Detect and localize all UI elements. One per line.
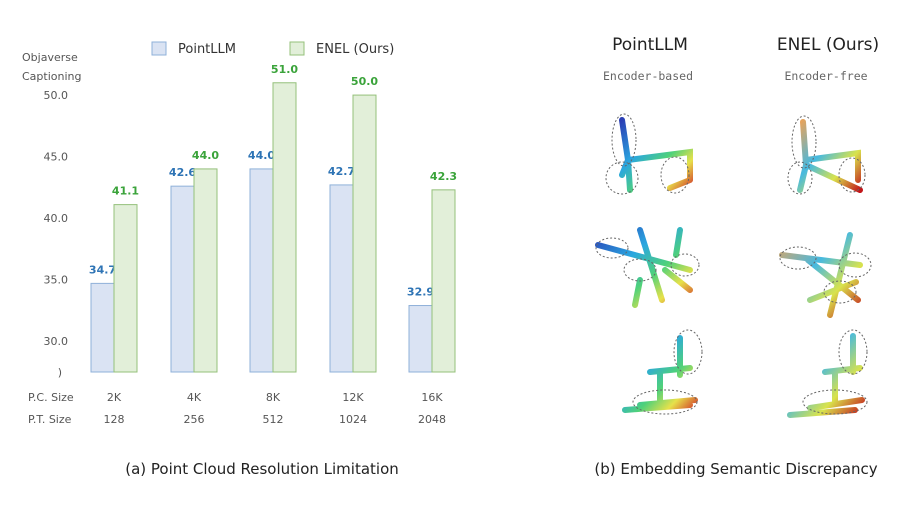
x-tick-label-pt-size: 2048	[418, 413, 446, 426]
row-label-pt-size: P.T. Size	[28, 413, 72, 426]
data-label-pointllm: 34.7	[89, 263, 116, 276]
y-tick-label: 50.0	[44, 89, 69, 102]
highlight-ellipses-chair-enel	[787, 115, 866, 195]
x-tick-label-pc-size: 2K	[107, 391, 122, 404]
data-label-enel: 50.0	[351, 75, 378, 88]
row-label-pc-size: P.C. Size	[28, 391, 74, 404]
y-axis-break: )	[58, 366, 62, 379]
y-tick-label: 35.0	[44, 274, 69, 287]
highlight-ellipses-airplane-pointllm	[595, 237, 700, 282]
x-tick-label-pc-size: 12K	[342, 391, 364, 404]
pointcloud-stool-enel	[787, 333, 865, 418]
right-col2-subtitle: Encoder-free	[784, 69, 867, 83]
x-tick-label-pc-size: 8K	[266, 391, 281, 404]
y-tick-label: 40.0	[44, 212, 69, 225]
pointcloud-airplane-enel	[779, 232, 863, 318]
data-label-enel: 44.0	[192, 149, 219, 162]
legend-label-pointllm: PointLLM	[178, 42, 236, 57]
data-label-pointllm: 44.0	[248, 149, 275, 162]
data-label-pointllm: 42.6	[169, 166, 196, 179]
legend-swatch-enel	[289, 41, 305, 56]
y-tick-label: 45.0	[44, 151, 69, 164]
right-col1-subtitle: Encoder-based	[603, 69, 693, 83]
ticks-group: 50.0 45.0 40.0 35.0 30.0) P.C. Size P.T. Size 2…	[28, 89, 446, 426]
legend-label-enel: ENEL (Ours)	[316, 42, 394, 57]
bar-enel	[193, 168, 218, 373]
data-label-pointllm: 32.9	[407, 286, 434, 299]
bar-enel	[113, 204, 138, 373]
data-label-enel: 41.1	[112, 185, 139, 198]
left-caption: (a) Point Cloud Resolution Limitation	[125, 460, 399, 478]
bar-pointllm	[408, 305, 433, 373]
x-tick-label-pt-size: 1024	[339, 413, 367, 426]
highlight-ellipses-chair-pointllm	[605, 113, 690, 195]
x-tick-label-pc-size: 16K	[421, 391, 443, 404]
pointcloud-chair-enel	[797, 119, 863, 193]
y-axis-label-line1: Objaverse	[22, 51, 78, 64]
bar-pointllm	[249, 168, 274, 373]
data-label-enel: 51.0	[271, 63, 298, 76]
right-caption: (b) Embedding Semantic Discrepancy	[594, 460, 877, 478]
x-tick-label-pt-size: 128	[104, 413, 125, 426]
pointcloud-stool-pointllm	[622, 335, 698, 413]
bar-enel	[352, 94, 377, 373]
data-label-enel: 42.3	[430, 170, 457, 183]
bar-pointllm	[170, 185, 195, 373]
x-tick-label-pc-size: 4K	[187, 391, 202, 404]
x-tick-label-pt-size: 256	[184, 413, 205, 426]
highlight-ellipses-airplane-enel	[779, 246, 872, 304]
y-axis-label-line2: Captioning	[22, 70, 82, 83]
pointcloud-airplane-pointllm	[595, 227, 693, 308]
x-tick-label-pt-size: 512	[263, 413, 284, 426]
bar-pointllm	[90, 282, 115, 373]
bars-group: 34.7 42.6 44.0 42.7 32.9 41.1 44.0 51.0 50.0 42.3	[89, 63, 457, 373]
y-tick-label: 30.0	[44, 335, 69, 348]
highlight-ellipses-stool-pointllm	[632, 329, 703, 415]
bar-enel	[431, 189, 456, 373]
right-col2-title: ENEL (Ours)	[777, 35, 879, 55]
bar-pointllm	[329, 184, 354, 373]
pointcloud-chair-pointllm	[619, 117, 693, 193]
right-col1-title: PointLLM	[612, 35, 688, 55]
highlight-ellipses-stool-enel	[802, 329, 868, 415]
data-label-pointllm: 42.7	[328, 165, 355, 178]
bar-enel	[272, 82, 297, 373]
legend-swatch-pointllm	[151, 41, 167, 56]
